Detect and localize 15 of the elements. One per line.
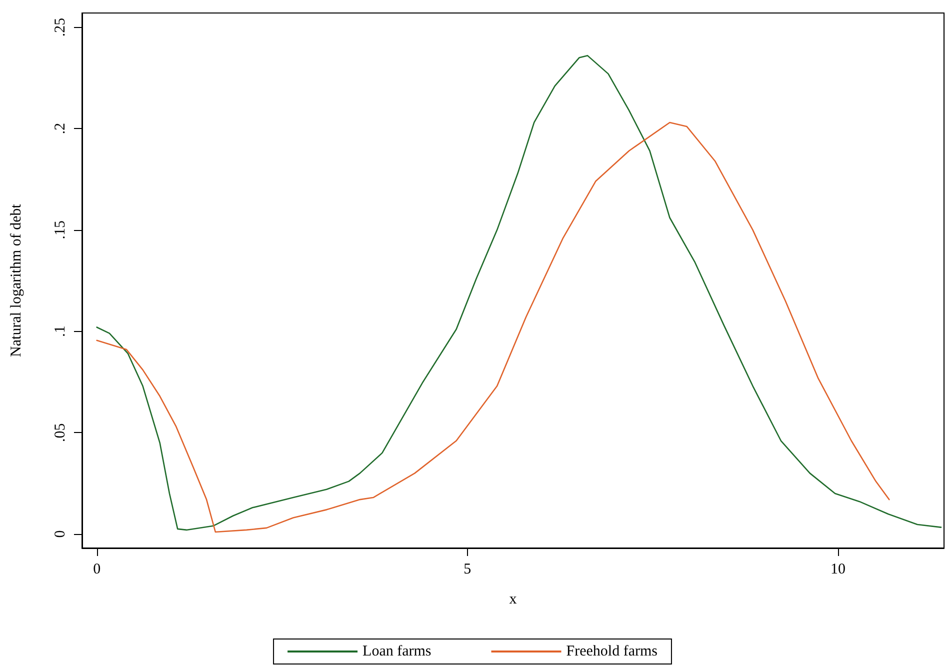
x-axis-title: x — [509, 592, 518, 608]
legend-label: Freehold farms — [566, 644, 658, 660]
x-tick-label: 10 — [830, 562, 846, 578]
y-tick-label: .05 — [52, 423, 68, 442]
y-tick-label: .25 — [52, 18, 68, 37]
line-series — [96, 54, 942, 531]
line-series — [96, 122, 890, 533]
x-tick-label: 0 — [93, 562, 101, 578]
y-tick-label: 0 — [52, 530, 68, 538]
y-tick-label: .15 — [52, 220, 68, 240]
x-tick-label: 5 — [464, 562, 472, 578]
y-tick-label: .2 — [52, 122, 68, 134]
legend-label: Loan farms — [362, 644, 432, 660]
y-axis-title: Natural logarithm of debt — [8, 203, 24, 357]
y-tick-label: .1 — [52, 326, 68, 337]
